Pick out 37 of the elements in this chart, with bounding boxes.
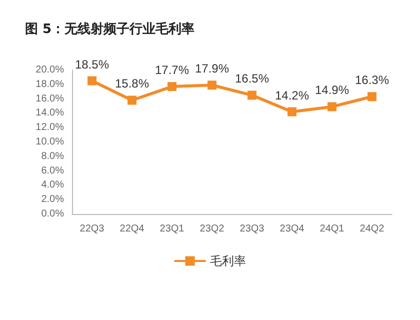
data-label: 16.5% <box>234 72 270 86</box>
point <box>208 80 216 90</box>
data-label: 16.3% <box>354 73 390 88</box>
y-tick-label: 10.0% <box>36 136 64 148</box>
x-tick-label: 24Q1 <box>320 224 345 234</box>
x-tick-label: 24Q2 <box>360 224 385 234</box>
y-tick-label: 20.0% <box>36 64 64 76</box>
y-tick-label: 0.0% <box>41 208 64 220</box>
y-tick-label: 4.0% <box>41 180 64 191</box>
y-tick-label: 14.0% <box>36 108 64 119</box>
y-tick-label: 8.0% <box>41 150 64 162</box>
data-label: 18.5% <box>74 57 110 72</box>
data-label: 14.2% <box>274 88 310 102</box>
x-tick-label: 23Q1 <box>160 224 185 234</box>
point <box>288 107 296 116</box>
y-tick-label: 6.0% <box>41 165 64 176</box>
point <box>328 102 336 112</box>
y-tick-label: 16.0% <box>36 93 64 104</box>
data-label: 14.9% <box>314 83 350 98</box>
point <box>368 92 376 102</box>
x-tick-label: 22Q3 <box>80 224 105 234</box>
data-label: 15.8% <box>114 76 150 91</box>
point <box>88 76 96 86</box>
x-tick-label: 22Q4 <box>120 224 145 234</box>
x-tick-label: 23Q3 <box>240 224 265 234</box>
data-label: 17.7% <box>154 63 190 78</box>
x-tick-label: 23Q4 <box>280 224 305 234</box>
x-tick-label: 23Q2 <box>200 224 225 234</box>
y-tick-label: 18.0% <box>36 78 64 90</box>
data-label: 17.9% <box>194 62 230 76</box>
y-tick-label: 2.0% <box>41 194 64 206</box>
point <box>128 96 136 105</box>
legend-label: 毛利率 <box>210 254 246 268</box>
point <box>168 82 176 92</box>
y-tick-label: 12.0% <box>36 122 64 134</box>
point <box>248 90 256 100</box>
chart-title: 图 5：无线射频子行业毛利率 <box>25 21 195 37</box>
